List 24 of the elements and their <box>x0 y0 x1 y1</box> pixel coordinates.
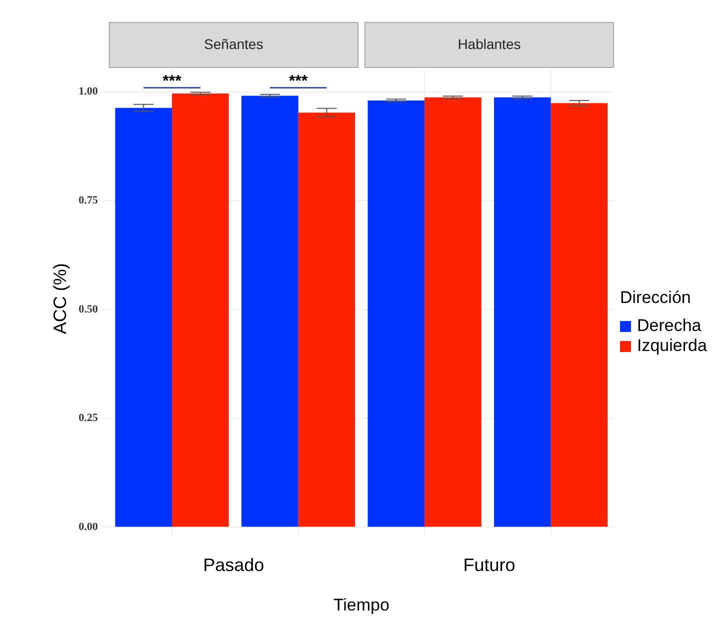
legend-label: Derecha <box>636 316 702 336</box>
y-axis-title: ACC (%) <box>50 263 70 334</box>
bar <box>115 108 172 527</box>
bar <box>298 112 356 527</box>
x-axis-title: Tiempo <box>333 595 390 614</box>
text: Futuro <box>463 555 516 576</box>
text: Hablantes <box>458 36 521 52</box>
y-tick-label: 0.00 <box>78 521 98 534</box>
bar <box>368 100 425 527</box>
text: Pasado <box>203 555 264 576</box>
annotation: *** <box>288 72 308 90</box>
legend-title: Dirección <box>620 288 692 308</box>
text: Señantes <box>204 36 264 52</box>
bar <box>424 97 482 527</box>
y-tick-label: 1.00 <box>78 86 98 98</box>
y-tick-label: 0.25 <box>78 412 98 424</box>
bar <box>494 97 551 527</box>
y-tick-label: 0.50 <box>78 303 98 316</box>
bar <box>550 103 608 527</box>
bar <box>172 94 229 527</box>
annotation: *** <box>162 72 182 90</box>
bar <box>241 96 298 527</box>
y-tick-label: 0.75 <box>78 194 98 206</box>
legend-label: Izquierda <box>636 336 707 356</box>
